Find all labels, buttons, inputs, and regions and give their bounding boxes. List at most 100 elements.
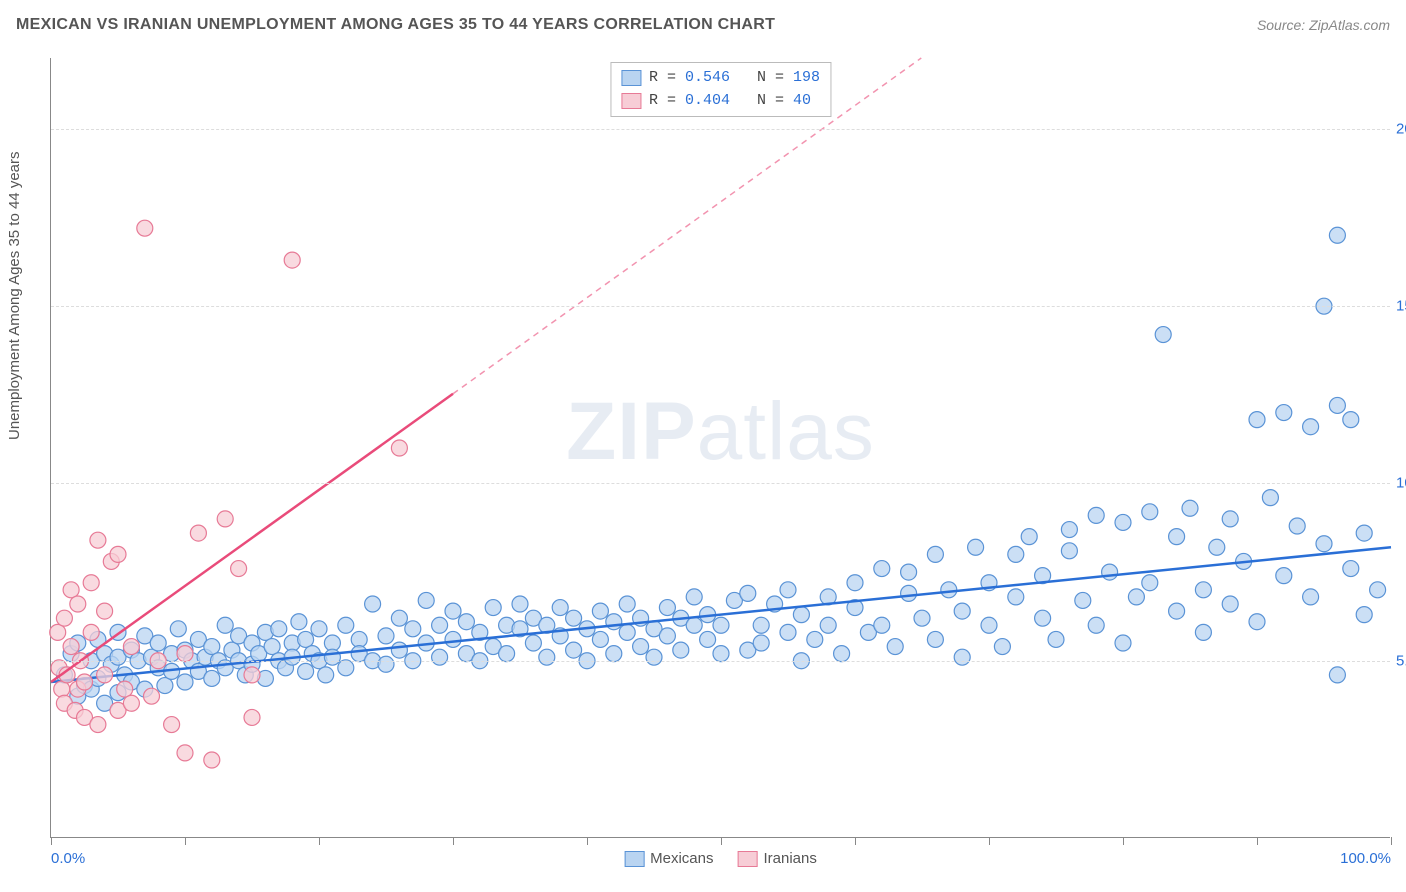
x-tick bbox=[453, 837, 454, 845]
legend-swatch bbox=[621, 93, 641, 109]
data-point bbox=[338, 617, 354, 633]
data-point bbox=[137, 220, 153, 236]
data-point bbox=[150, 635, 166, 651]
data-point bbox=[659, 628, 675, 644]
data-point bbox=[244, 667, 260, 683]
data-point bbox=[820, 617, 836, 633]
data-point bbox=[914, 610, 930, 626]
data-point bbox=[271, 621, 287, 637]
data-point bbox=[780, 582, 796, 598]
data-point bbox=[418, 592, 434, 608]
data-point bbox=[901, 564, 917, 580]
x-tick bbox=[1391, 837, 1392, 845]
legend-swatch bbox=[624, 851, 644, 867]
data-point bbox=[606, 646, 622, 662]
data-point bbox=[391, 440, 407, 456]
data-point bbox=[83, 575, 99, 591]
data-point bbox=[1008, 589, 1024, 605]
data-point bbox=[753, 635, 769, 651]
data-point bbox=[338, 660, 354, 676]
data-point bbox=[63, 582, 79, 598]
legend-item: Mexicans bbox=[624, 850, 713, 867]
legend-item: Iranians bbox=[737, 850, 816, 867]
data-point bbox=[1262, 490, 1278, 506]
data-point bbox=[1115, 514, 1131, 530]
scatter-svg bbox=[51, 58, 1390, 837]
y-tick-label: 15.0% bbox=[1396, 298, 1406, 315]
data-point bbox=[1182, 500, 1198, 516]
data-point bbox=[284, 252, 300, 268]
x-tick-label: 0.0% bbox=[51, 850, 85, 867]
data-point bbox=[793, 607, 809, 623]
data-point bbox=[204, 752, 220, 768]
data-point bbox=[1075, 592, 1091, 608]
data-point bbox=[204, 670, 220, 686]
data-point bbox=[144, 688, 160, 704]
data-point bbox=[1048, 631, 1064, 647]
data-point bbox=[981, 617, 997, 633]
data-point bbox=[887, 639, 903, 655]
gridline bbox=[51, 129, 1390, 130]
data-point bbox=[123, 639, 139, 655]
legend-row: R = 0.546 N = 198 bbox=[621, 67, 820, 90]
data-point bbox=[1329, 667, 1345, 683]
data-point bbox=[954, 603, 970, 619]
data-point bbox=[619, 624, 635, 640]
x-tick bbox=[1257, 837, 1258, 845]
data-point bbox=[432, 617, 448, 633]
data-point bbox=[177, 646, 193, 662]
data-point bbox=[123, 695, 139, 711]
data-point bbox=[378, 628, 394, 644]
data-point bbox=[619, 596, 635, 612]
data-point bbox=[324, 649, 340, 665]
series-legend: Mexicans Iranians bbox=[624, 850, 817, 867]
data-point bbox=[592, 603, 608, 619]
data-point bbox=[97, 667, 113, 683]
data-point bbox=[90, 717, 106, 733]
data-point bbox=[807, 631, 823, 647]
data-point bbox=[539, 649, 555, 665]
x-tick bbox=[185, 837, 186, 845]
data-point bbox=[552, 600, 568, 616]
data-point bbox=[311, 621, 327, 637]
data-point bbox=[1343, 561, 1359, 577]
title-bar: MEXICAN VS IRANIAN UNEMPLOYMENT AMONG AG… bbox=[0, 0, 1406, 40]
x-tick bbox=[1123, 837, 1124, 845]
data-point bbox=[753, 617, 769, 633]
chart-title: MEXICAN VS IRANIAN UNEMPLOYMENT AMONG AG… bbox=[16, 16, 775, 34]
gridline bbox=[51, 661, 1390, 662]
x-tick bbox=[855, 837, 856, 845]
data-point bbox=[157, 678, 173, 694]
source-attribution: Source: ZipAtlas.com bbox=[1257, 17, 1390, 33]
x-tick-label: 100.0% bbox=[1340, 850, 1391, 867]
data-point bbox=[713, 646, 729, 662]
data-point bbox=[525, 635, 541, 651]
data-point bbox=[606, 614, 622, 630]
data-point bbox=[170, 621, 186, 637]
data-point bbox=[204, 639, 220, 655]
data-point bbox=[56, 610, 72, 626]
chart-plot-area: R = 0.546 N = 198R = 0.404 N = 40 ZIPatl… bbox=[50, 58, 1390, 838]
gridline bbox=[51, 306, 1390, 307]
data-point bbox=[391, 642, 407, 658]
data-point bbox=[264, 639, 280, 655]
data-point bbox=[780, 624, 796, 640]
data-point bbox=[1088, 617, 1104, 633]
data-point bbox=[70, 596, 86, 612]
data-point bbox=[927, 631, 943, 647]
data-point bbox=[117, 681, 133, 697]
data-point bbox=[405, 621, 421, 637]
data-point bbox=[901, 585, 917, 601]
data-point bbox=[1088, 507, 1104, 523]
data-point bbox=[50, 624, 66, 640]
data-point bbox=[994, 639, 1010, 655]
data-point bbox=[1303, 419, 1319, 435]
data-point bbox=[432, 649, 448, 665]
data-point bbox=[686, 589, 702, 605]
data-point bbox=[1222, 511, 1238, 527]
data-point bbox=[63, 639, 79, 655]
data-point bbox=[1195, 624, 1211, 640]
data-point bbox=[190, 525, 206, 541]
data-point bbox=[378, 656, 394, 672]
legend-row: R = 0.404 N = 40 bbox=[621, 90, 820, 113]
